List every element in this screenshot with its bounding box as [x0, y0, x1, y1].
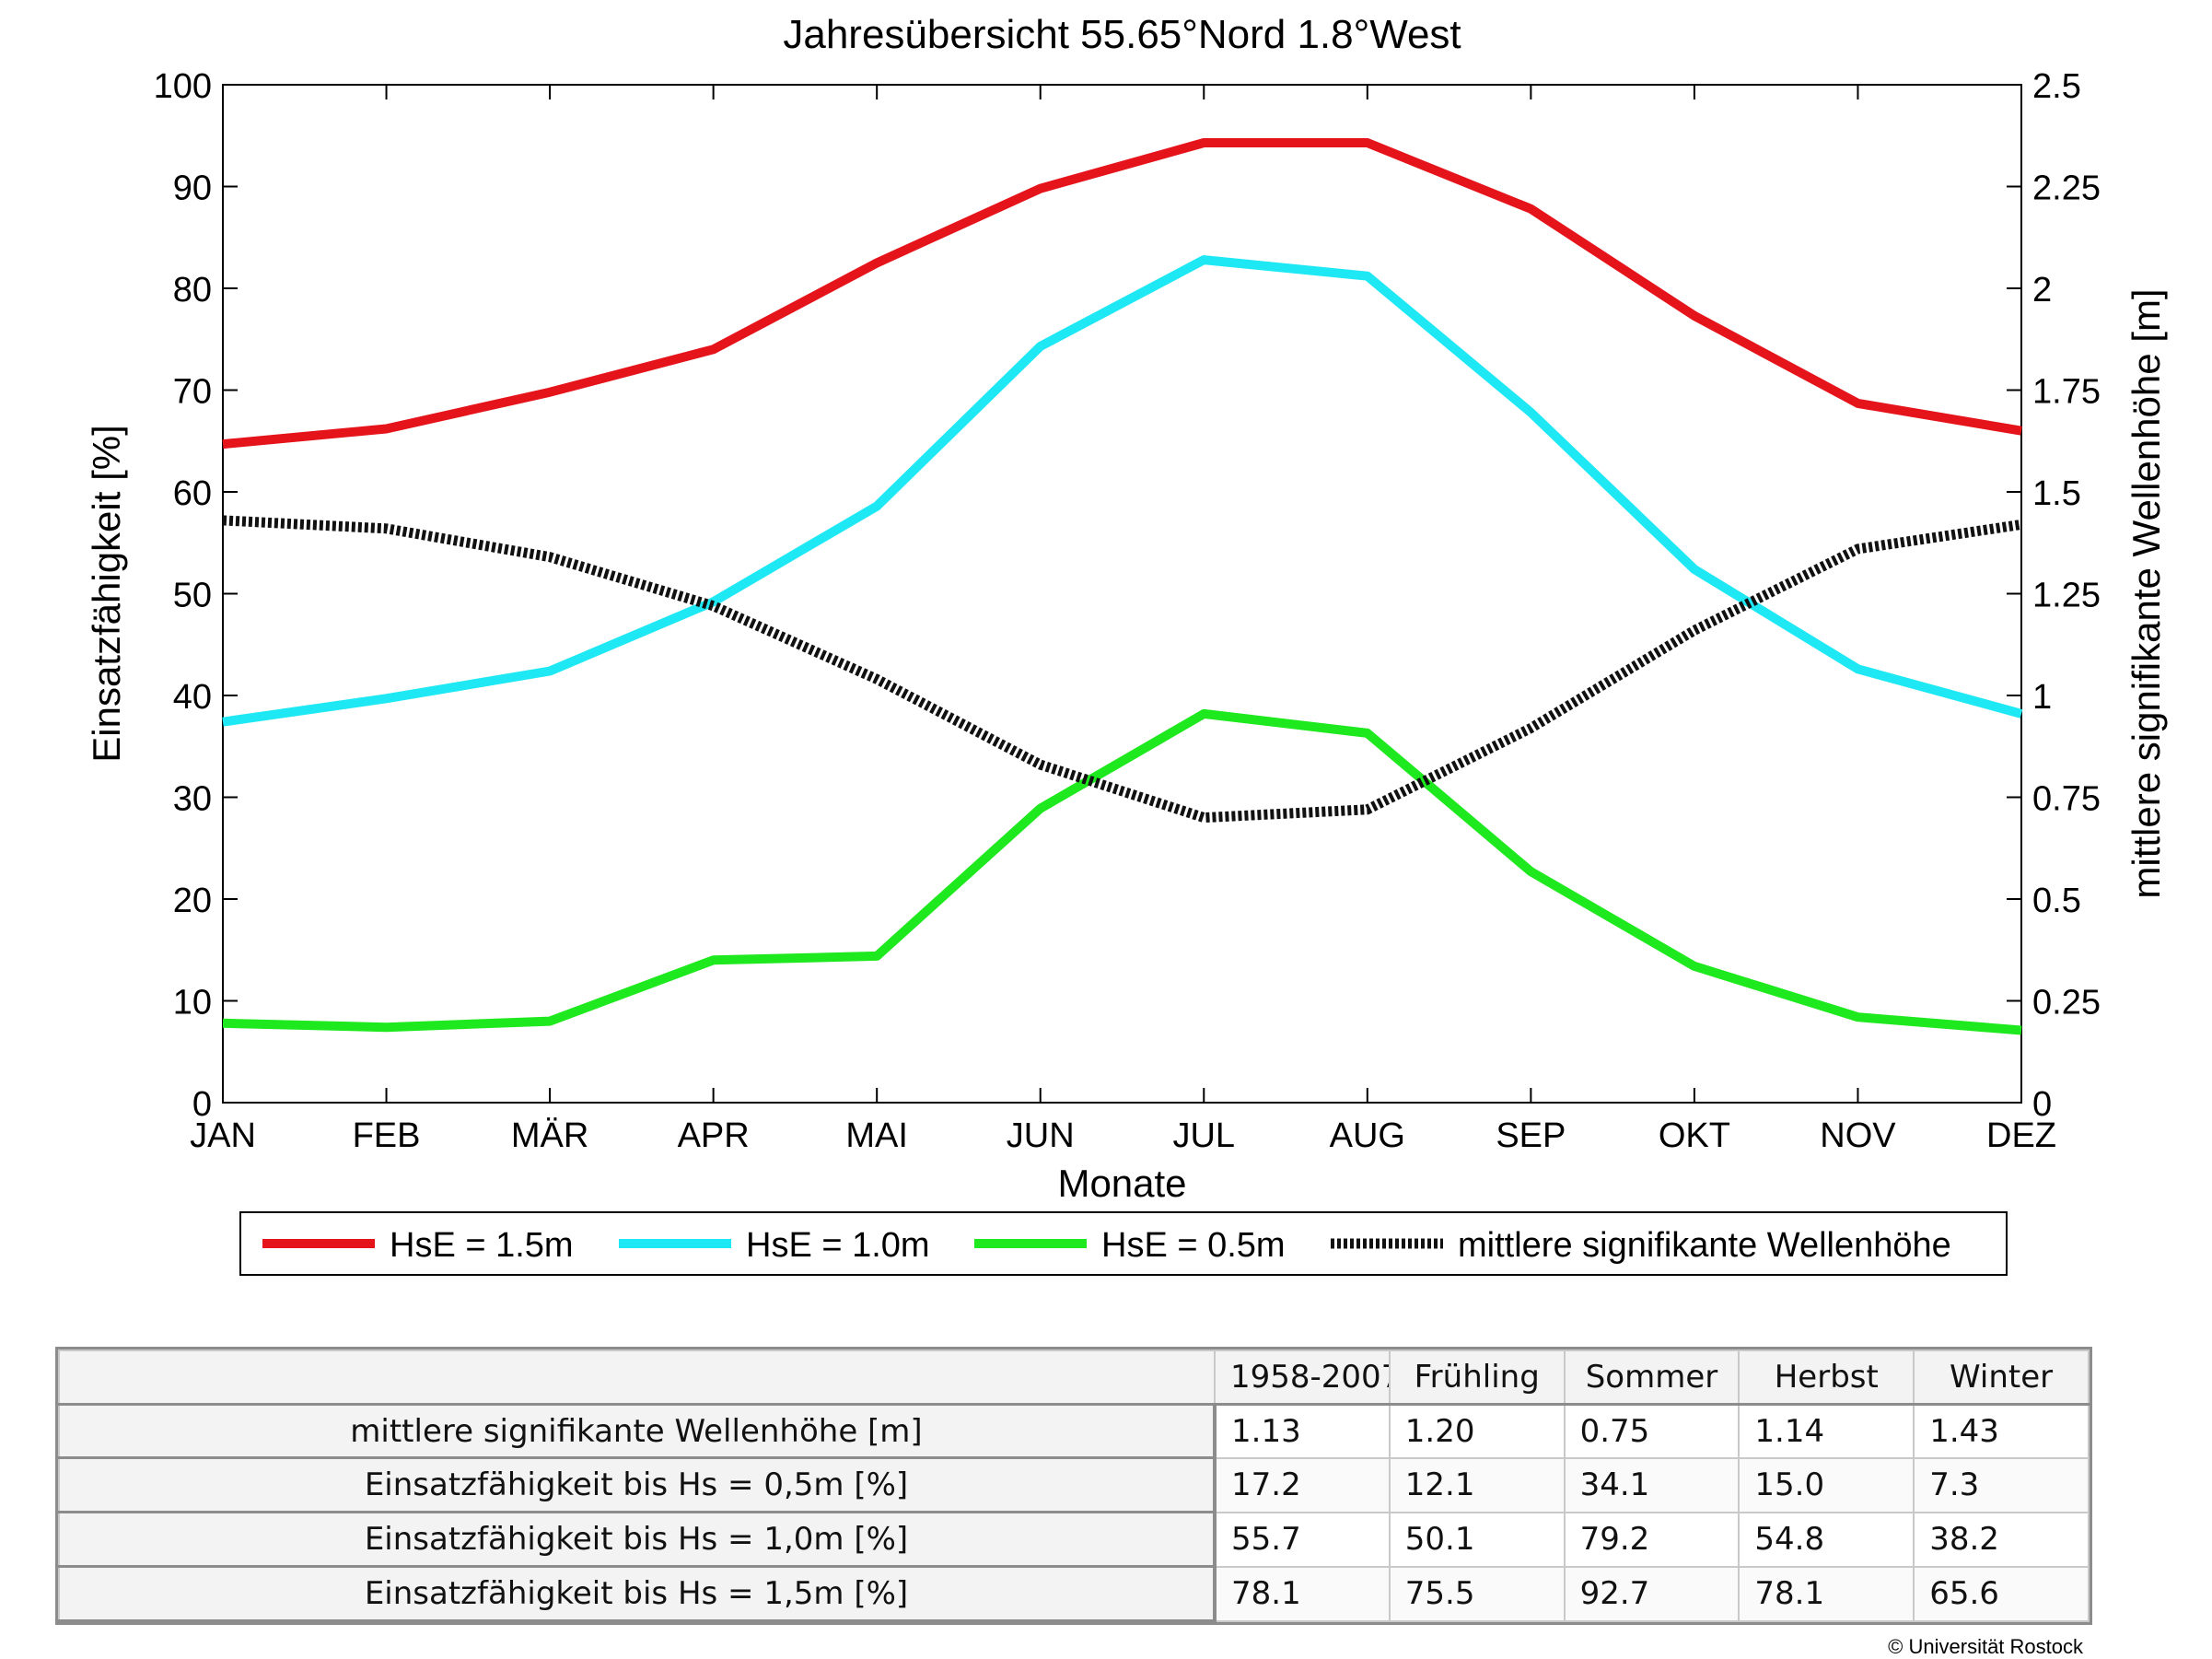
- table-cell: 78.1: [1214, 1565, 1391, 1622]
- table-col-header: 1958-2007: [1214, 1349, 1391, 1406]
- x-tick-label: DEZ: [1986, 1116, 2056, 1155]
- x-tick-label: APR: [678, 1116, 750, 1155]
- table-col-header: Winter: [1913, 1349, 2090, 1406]
- x-tick-label: SEP: [1496, 1116, 1566, 1155]
- table-row: Einsatzfähigkeit bis Hs = 0,5m [%] 17.2 …: [58, 1456, 2090, 1514]
- y2-axis-label: mittlere signifikante Wellenhöhe [m]: [2125, 288, 2168, 898]
- x-tick-label: MÄR: [511, 1116, 588, 1155]
- table-cell: 12.1: [1388, 1456, 1566, 1513]
- y2-tick-label: 2.5: [2032, 67, 2081, 106]
- y2-tick-label: 2.25: [2032, 169, 2101, 208]
- x-tick-label: JAN: [190, 1116, 256, 1155]
- table-cell: 1.13: [1214, 1403, 1391, 1459]
- legend-label: mittlere signifikante Wellenhöhe: [1458, 1226, 1951, 1265]
- y-tick-label: 60: [173, 474, 212, 513]
- table-cell: 1.14: [1738, 1403, 1915, 1459]
- x-tick-label: MAI: [845, 1116, 908, 1155]
- x-tick-label: AUG: [1330, 1116, 1405, 1155]
- x-tick-label: OKT: [1659, 1116, 1730, 1155]
- table-cell: 78.1: [1738, 1565, 1915, 1622]
- table-row-label: Einsatzfähigkeit bis Hs = 1,5m [%]: [58, 1565, 1217, 1622]
- table-cell: 34.1: [1563, 1456, 1740, 1513]
- y2-tick-label: 1.25: [2032, 577, 2101, 615]
- table-col-header: Herbst: [1738, 1349, 1915, 1406]
- y-tick-label: 50: [173, 577, 212, 615]
- table-cell: 38.2: [1913, 1511, 2090, 1568]
- y-axis-label: Einsatzfähigkeit [%]: [85, 425, 128, 763]
- stats-table-container: 1958-2007 Frühling Sommer Herbst Winter …: [55, 1347, 2092, 1625]
- chart-title: Jahresübersicht 55.65°Nord 1.8°West: [783, 12, 1461, 57]
- table-corner-cell: [58, 1349, 1216, 1406]
- table-row-label: mittlere signifikante Wellenhöhe [m]: [58, 1403, 1217, 1460]
- x-tick-label: NOV: [1820, 1116, 1896, 1155]
- table-cell: 92.7: [1563, 1565, 1740, 1622]
- table-cell: 17.2: [1214, 1456, 1391, 1513]
- table-row-label: Einsatzfähigkeit bis Hs = 1,0m [%]: [58, 1511, 1217, 1569]
- table-row: Einsatzfähigkeit bis Hs = 1,5m [%] 78.1 …: [58, 1565, 2090, 1622]
- y-tick-label: 10: [173, 984, 212, 1022]
- table-cell: 75.5: [1388, 1565, 1566, 1622]
- table-cell: 55.7: [1214, 1511, 1391, 1568]
- y-tick-label: 100: [154, 67, 212, 106]
- y-tick-label: 90: [173, 169, 212, 208]
- x-tick-label: JUN: [1007, 1116, 1075, 1155]
- table-cell: 54.8: [1738, 1511, 1915, 1568]
- table-col-header: Frühling: [1388, 1349, 1566, 1406]
- table-row: Einsatzfähigkeit bis Hs = 1,0m [%] 55.7 …: [58, 1511, 2090, 1569]
- table-cell: 50.1: [1388, 1511, 1566, 1568]
- legend-label: HsE = 1.0m: [746, 1226, 930, 1265]
- plot-area: [222, 84, 2022, 1104]
- table-cell: 7.3: [1913, 1456, 2090, 1513]
- series-line-3: [222, 515, 2022, 824]
- series-line-0: [222, 138, 2022, 450]
- table-cell: 0.75: [1563, 1403, 1740, 1459]
- table-cell: 1.43: [1913, 1403, 2090, 1459]
- y-tick-label: 0: [192, 1085, 212, 1124]
- legend-label: HsE = 0.5m: [1101, 1226, 1286, 1265]
- y-tick-label: 20: [173, 882, 212, 920]
- y2-tick-label: 1: [2032, 678, 2052, 717]
- table-col-header: Sommer: [1563, 1349, 1740, 1406]
- y2-tick-label: 1.5: [2032, 474, 2081, 513]
- legend-box: [239, 1211, 2008, 1276]
- x-tick-label: FEB: [353, 1116, 421, 1155]
- y2-tick-label: 0: [2032, 1085, 2052, 1124]
- y2-tick-label: 0.75: [2032, 780, 2101, 819]
- x-axis-label: Monate: [1057, 1162, 1186, 1205]
- y2-tick-label: 0.5: [2032, 882, 2081, 920]
- x-tick-label: JUL: [1172, 1116, 1235, 1155]
- table-row: mittlere signifikante Wellenhöhe [m] 1.1…: [58, 1403, 2090, 1460]
- y2-tick-label: 2: [2032, 271, 2052, 310]
- legend-label: HsE = 1.5m: [390, 1226, 574, 1265]
- copyright-text: © Universität Rostock: [1888, 1635, 2083, 1658]
- chart: Jahresübersicht 55.65°Nord 1.8°West01020…: [85, 12, 2168, 1276]
- table-cell: 65.6: [1913, 1565, 2090, 1622]
- table-row-label: Einsatzfähigkeit bis Hs = 0,5m [%]: [58, 1456, 1217, 1514]
- y-tick-label: 80: [173, 271, 212, 310]
- y-tick-label: 70: [173, 373, 212, 412]
- y-tick-label: 40: [173, 678, 212, 717]
- table-header-row: 1958-2007 Frühling Sommer Herbst Winter: [58, 1349, 2090, 1406]
- y2-tick-label: 1.75: [2032, 373, 2101, 412]
- table-cell: 79.2: [1563, 1511, 1740, 1568]
- table-cell: 1.20: [1388, 1403, 1566, 1459]
- y2-tick-label: 0.25: [2032, 984, 2101, 1022]
- stats-table: 1958-2007 Frühling Sommer Herbst Winter …: [58, 1349, 2090, 1622]
- series-line-2: [222, 708, 2022, 1035]
- table-cell: 15.0: [1738, 1456, 1915, 1513]
- series-line-1: [222, 255, 2023, 727]
- y-tick-label: 30: [173, 780, 212, 819]
